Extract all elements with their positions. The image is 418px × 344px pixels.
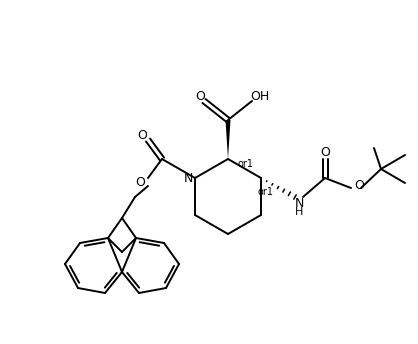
Text: O: O (354, 179, 364, 192)
Text: or1: or1 (257, 187, 273, 197)
Text: or1: or1 (237, 159, 253, 169)
Text: OH: OH (250, 89, 270, 103)
Text: O: O (195, 89, 205, 103)
Text: O: O (320, 146, 330, 159)
Polygon shape (225, 120, 230, 159)
Text: N: N (294, 196, 304, 209)
Text: H: H (295, 207, 303, 217)
Text: O: O (137, 129, 147, 141)
Text: O: O (135, 175, 145, 189)
Text: N: N (184, 172, 193, 184)
